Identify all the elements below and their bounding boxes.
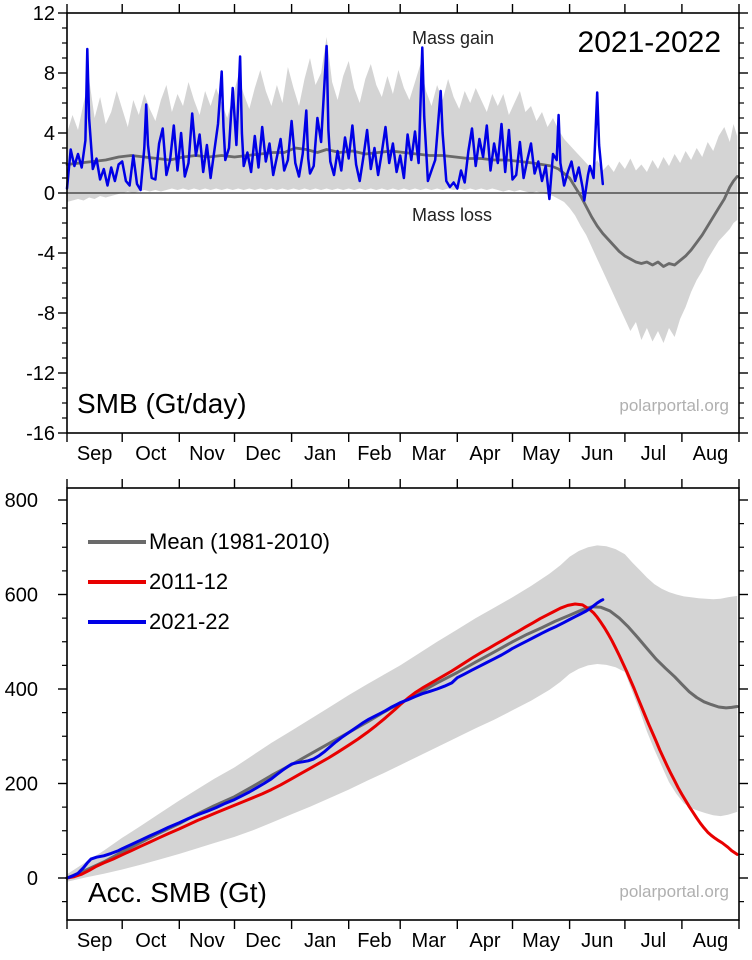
mass-gain-annotation: Mass gain xyxy=(412,28,495,48)
month-label-jan: Jan xyxy=(304,930,336,952)
month-label-may: May xyxy=(522,443,560,465)
smb-daily-2021-22-line xyxy=(65,44,605,202)
legend-item-0: Mean (1981-2010) xyxy=(88,522,330,562)
top-panel-ylabel: SMB (Gt/day) xyxy=(77,388,247,419)
y-tick-label: 8 xyxy=(44,63,55,85)
range-1981-2010-band-area xyxy=(67,37,738,343)
watermark-top: polarportal.org xyxy=(619,396,729,415)
y-tick-label: -16 xyxy=(26,423,55,445)
y-tick-label: -12 xyxy=(26,363,55,385)
month-label-jun: Jun xyxy=(581,930,613,952)
month-label-dec: Dec xyxy=(245,930,281,952)
chart-title-year: 2021-2022 xyxy=(577,26,721,59)
month-label-mar: Mar xyxy=(412,930,447,952)
legend-item-2: 2021-22 xyxy=(88,602,330,642)
legend-swatch-0 xyxy=(88,540,146,544)
month-label-jul: Jul xyxy=(641,443,667,465)
y-tick-label: 600 xyxy=(5,585,38,607)
acc-2011-12-line xyxy=(65,602,739,880)
month-label-mar: Mar xyxy=(412,443,447,465)
acc-mean-1981-2010-line xyxy=(65,605,739,880)
month-label-feb: Feb xyxy=(357,930,391,952)
watermark-bottom: polarportal.org xyxy=(619,882,729,901)
month-label-may: May xyxy=(522,930,560,952)
y-tick-label: 0 xyxy=(44,183,55,205)
y-tick-label: 0 xyxy=(27,868,38,890)
legend-label-2: 2021-22 xyxy=(149,609,230,634)
month-label-nov: Nov xyxy=(189,930,225,952)
acc-2021-22-line xyxy=(65,598,605,880)
month-label-aug: Aug xyxy=(693,443,729,465)
legend-swatch-2 xyxy=(88,620,146,624)
legend-item-1: 2011-12 xyxy=(88,562,330,602)
plot-frame-bottom xyxy=(66,487,740,921)
legend: Mean (1981-2010) 2011-12 2021-22 xyxy=(88,522,330,642)
month-label-aug: Aug xyxy=(693,930,729,952)
month-label-feb: Feb xyxy=(357,443,391,465)
month-label-oct: Oct xyxy=(135,930,167,952)
y-tick-label: 200 xyxy=(5,774,38,796)
bottom-panel-ylabel: Acc. SMB (Gt) xyxy=(88,877,267,908)
month-label-apr: Apr xyxy=(469,930,500,952)
month-label-jun: Jun xyxy=(581,443,613,465)
legend-label-0: Mean (1981-2010) xyxy=(149,529,331,554)
month-label-apr: Apr xyxy=(469,443,500,465)
y-tick-label: 4 xyxy=(44,123,55,145)
mass-loss-annotation: Mass loss xyxy=(412,205,493,225)
y-tick-label: 800 xyxy=(5,490,38,512)
month-label-dec: Dec xyxy=(245,443,281,465)
y-tick-label: 400 xyxy=(5,679,38,701)
month-label-nov: Nov xyxy=(189,443,225,465)
month-label-jul: Jul xyxy=(641,930,667,952)
month-label-sep: Sep xyxy=(77,443,113,465)
y-tick-label: -4 xyxy=(37,243,55,265)
y-tick-label: 12 xyxy=(33,3,55,25)
legend-label-1: 2011-12 xyxy=(149,569,229,594)
month-label-oct: Oct xyxy=(135,443,167,465)
month-label-sep: Sep xyxy=(77,930,113,952)
month-label-jan: Jan xyxy=(304,443,336,465)
legend-swatch-1 xyxy=(88,580,146,584)
y-tick-label: -8 xyxy=(37,303,55,325)
